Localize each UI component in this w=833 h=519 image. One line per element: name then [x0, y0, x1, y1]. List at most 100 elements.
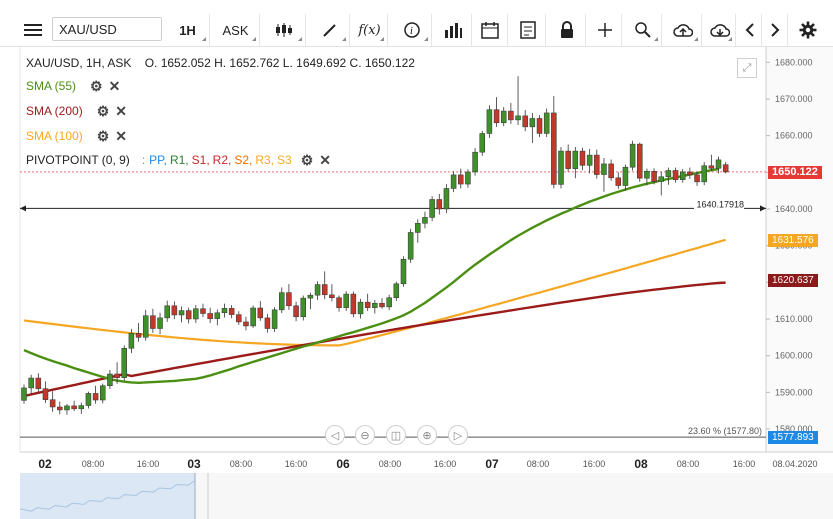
- draw-icon[interactable]: [310, 14, 350, 46]
- x-tick-label: 08: [634, 457, 648, 471]
- candle-body: [687, 171, 693, 176]
- candle-body: [450, 174, 457, 189]
- lock-icon[interactable]: [548, 14, 586, 46]
- toolbar: XAU/USD 1H ASK f(x) i: [0, 0, 833, 47]
- legend-sma55[interactable]: SMA (55) ⚙ ✕: [26, 79, 120, 93]
- candle-type-icon[interactable]: [262, 14, 306, 46]
- price-chart[interactable]: 1580.0001590.0001600.0001610.0001620.000…: [0, 47, 833, 519]
- candle-body: [486, 109, 493, 134]
- legend-sma200[interactable]: SMA (200) ⚙ ✕: [26, 104, 127, 118]
- gear-icon[interactable]: ⚙: [300, 152, 314, 168]
- symbol-input[interactable]: XAU/USD: [52, 17, 162, 41]
- pivot-item-4: S2,: [234, 153, 253, 167]
- close-icon[interactable]: ✕: [115, 128, 127, 144]
- x-tick-label: 16:00: [285, 459, 308, 469]
- y-tick-label: 1610.000: [775, 314, 813, 324]
- candle-body: [407, 232, 414, 260]
- candle-body: [171, 305, 178, 316]
- crosshair-icon[interactable]: [588, 14, 622, 46]
- candle-body: [164, 305, 170, 319]
- candle-body: [207, 313, 213, 319]
- upload-icon[interactable]: [664, 14, 702, 46]
- candle-body: [271, 309, 278, 329]
- candle-body: [665, 170, 672, 177]
- y-tick-label: 1660.000: [775, 131, 813, 141]
- candle-body: [321, 284, 328, 296]
- candle-body: [708, 165, 715, 169]
- candle-body: [42, 388, 49, 400]
- timeframe-label: 1H: [179, 22, 196, 38]
- candle-body: [250, 307, 256, 327]
- close-icon[interactable]: ✕: [108, 78, 121, 94]
- candle-body: [565, 150, 571, 169]
- candle-body: [28, 377, 34, 389]
- close-icon[interactable]: ✕: [319, 152, 332, 168]
- expand-icon[interactable]: ⤢: [737, 58, 757, 78]
- candle-body: [243, 321, 249, 327]
- pivot-item-5: R3,: [255, 153, 275, 167]
- info-icon[interactable]: i: [392, 14, 432, 46]
- candle-body: [400, 258, 407, 285]
- menu-icon[interactable]: [20, 14, 46, 46]
- y-tick-label: 1600.000: [775, 351, 813, 361]
- price-side-button[interactable]: ASK: [212, 14, 260, 46]
- report-icon[interactable]: [510, 14, 546, 46]
- calendar-icon[interactable]: [472, 14, 508, 46]
- svg-text:i: i: [410, 26, 413, 37]
- pivot-separator: :: [141, 153, 146, 167]
- candle-body: [293, 305, 299, 318]
- candle-body: [543, 112, 550, 134]
- x-tick-label: 08:00: [677, 459, 700, 469]
- chart-area[interactable]: 1580.0001590.0001600.0001610.0001620.000…: [0, 47, 833, 519]
- settings-icon[interactable]: [794, 14, 822, 46]
- candle-body: [558, 150, 564, 185]
- legend-pivotpoint[interactable]: PIVOTPOINT (0, 9) : PP, R1, S1, R2, S2, R3, S3 …: [26, 153, 331, 167]
- candle-body: [49, 399, 56, 408]
- candle-body: [572, 150, 579, 169]
- gear-icon[interactable]: ⚙: [96, 103, 110, 119]
- price-side-label: ASK: [222, 22, 249, 38]
- reset-zoom-button[interactable]: ◫: [386, 425, 406, 445]
- candle-body: [150, 315, 156, 329]
- x-tick-label: 08:00: [230, 459, 253, 469]
- scroll-left-button[interactable]: ◁: [325, 425, 345, 445]
- scroll-right-button[interactable]: ▷: [448, 425, 468, 445]
- pivot-item-3: R2,: [212, 153, 232, 167]
- gear-icon[interactable]: ⚙: [96, 128, 110, 144]
- candle-body: [601, 163, 607, 175]
- candle-body: [615, 177, 622, 186]
- horizontal-line-arrow-left: [20, 205, 26, 212]
- candle-body: [522, 115, 528, 128]
- candle-body: [415, 223, 421, 233]
- candle-body: [472, 151, 478, 173]
- candle-body: [64, 405, 70, 411]
- candle-body: [221, 308, 228, 314]
- x-tick-label: 08:00: [527, 459, 550, 469]
- candle-body: [78, 405, 85, 410]
- back-icon[interactable]: [738, 14, 762, 46]
- zoom-in-button[interactable]: ⊕: [417, 425, 437, 445]
- x-tick-label: 07: [485, 457, 499, 471]
- indicator-icon[interactable]: f(x): [352, 14, 388, 46]
- forward-icon[interactable]: [762, 14, 788, 46]
- candle-body: [228, 308, 235, 315]
- volume-icon[interactable]: [434, 14, 472, 46]
- close-icon[interactable]: ✕: [115, 103, 127, 119]
- price-tag-1: 1631.576: [768, 233, 818, 247]
- horizontal-line-label-bg: [694, 198, 744, 211]
- timeframe-button[interactable]: 1H: [166, 14, 210, 46]
- candle-body: [336, 297, 342, 308]
- sma200-label: SMA (200): [26, 104, 83, 118]
- pivot-item-0: PP,: [149, 153, 167, 167]
- candle-body: [672, 170, 679, 180]
- price-tag-0: 1650.122: [768, 165, 822, 179]
- legend-sma100[interactable]: SMA (100) ⚙ ✕: [26, 129, 127, 143]
- candle-body: [264, 317, 271, 329]
- sma55-label: SMA (55): [26, 79, 77, 93]
- zoom-out-button[interactable]: ⊖: [355, 425, 375, 445]
- gear-icon[interactable]: ⚙: [90, 78, 103, 94]
- zoom-icon[interactable]: [624, 14, 662, 46]
- candle-body: [637, 143, 643, 179]
- candle-body: [658, 176, 664, 182]
- download-icon[interactable]: [704, 14, 736, 46]
